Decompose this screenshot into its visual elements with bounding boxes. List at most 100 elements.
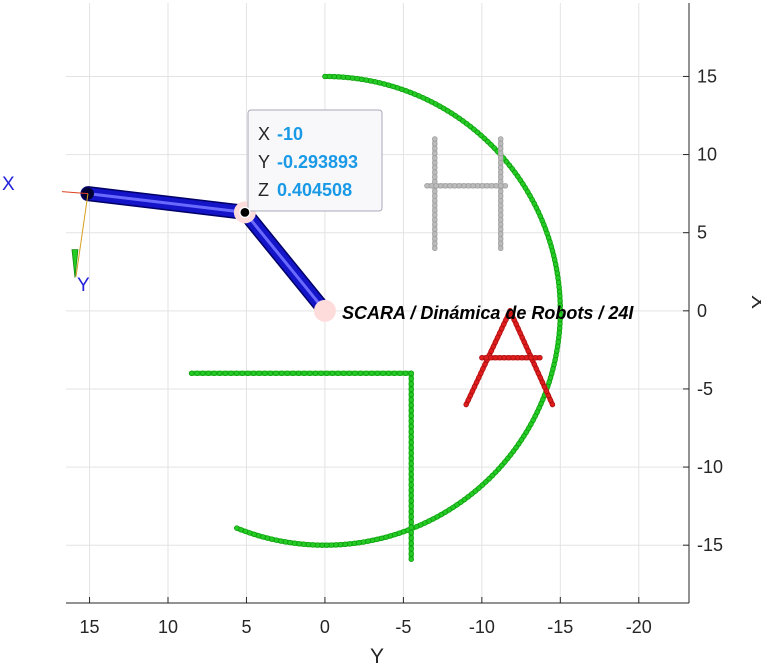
letter-G-point-1-18 bbox=[290, 370, 296, 377]
letter-G-point-0-33 bbox=[464, 121, 470, 127]
letter-H-point-1-13 bbox=[497, 198, 504, 204]
x-tick-label-0: 15 bbox=[80, 617, 100, 637]
letter-G-point-1-21 bbox=[307, 370, 313, 377]
letter-G-point-0-70 bbox=[552, 261, 559, 268]
letter-A-point-2-0 bbox=[479, 354, 485, 361]
letter-G-point-2-22 bbox=[408, 487, 414, 493]
letter-A-point-2-2 bbox=[488, 354, 494, 361]
letter-G-point-2-33 bbox=[408, 545, 414, 552]
letter-A-point-0-19 bbox=[503, 317, 509, 323]
letter-G-point-0-53 bbox=[525, 189, 531, 195]
letter-G-point-0-120 bbox=[489, 472, 496, 479]
letter-H-point-1-22 bbox=[497, 240, 504, 247]
letter-H-point-2-2 bbox=[433, 183, 439, 189]
letter-G-point-0-52 bbox=[522, 185, 529, 191]
letter-G-point-0-3 bbox=[336, 74, 342, 80]
letter-H-point-1-12 bbox=[497, 193, 504, 199]
letter-G-point-0-50 bbox=[517, 177, 524, 183]
letter-G-point-0-40 bbox=[488, 142, 494, 148]
letter-G-point-0-0 bbox=[322, 73, 328, 80]
letter-G-point-0-125 bbox=[472, 488, 479, 494]
letter-G-point-0-76 bbox=[556, 288, 563, 295]
letter-A-point-2-12 bbox=[532, 354, 539, 361]
letter-G-point-0-45 bbox=[503, 159, 510, 165]
letter-H-point-0-21 bbox=[432, 236, 438, 242]
letter-G-point-0-11 bbox=[372, 79, 378, 85]
letter-G-point-1-38 bbox=[402, 370, 409, 377]
x-tick-label-7: -20 bbox=[626, 617, 652, 637]
letter-G-point-0-159 bbox=[328, 542, 335, 548]
letter-A-point-0-7 bbox=[478, 370, 484, 377]
letter-G-point-0-149 bbox=[374, 536, 380, 543]
letter-A-point-1-8 bbox=[523, 343, 529, 350]
letter-G-point-0-88 bbox=[554, 343, 561, 350]
letter-H-point-2-16 bbox=[498, 183, 504, 189]
letter-G-point-0-47 bbox=[509, 166, 515, 172]
letter-G-point-0-86 bbox=[556, 334, 562, 341]
x-tick-label-2: 5 bbox=[241, 617, 251, 637]
letter-G-point-2-29 bbox=[408, 524, 414, 531]
letter-G-point-0-36 bbox=[474, 129, 481, 136]
letter-G-point-0-2 bbox=[331, 73, 337, 80]
data-tip-value-y: -0.293893 bbox=[277, 152, 358, 172]
letter-G-point-1-26 bbox=[335, 370, 341, 377]
letter-A-point-1-17 bbox=[541, 384, 548, 390]
letter-G-point-0-124 bbox=[476, 485, 482, 491]
chart-annotation: SCARA / Dinámica de Robots / 24I bbox=[342, 303, 634, 323]
letter-A-point-1-12 bbox=[531, 361, 538, 368]
letter-G-point-0-123 bbox=[479, 482, 486, 488]
letter-G-point-0-131 bbox=[450, 504, 456, 511]
letter-G-point-0-135 bbox=[434, 514, 440, 520]
letter-G-point-0-74 bbox=[555, 279, 562, 286]
letter-A-point-2-13 bbox=[537, 354, 543, 361]
letter-H-point-1-3 bbox=[497, 150, 504, 156]
letter-G-point-0-110 bbox=[518, 437, 525, 443]
letter-A-point-0-13 bbox=[490, 343, 497, 350]
letter-A-point-1-21 bbox=[549, 401, 556, 408]
letter-G-point-2-12 bbox=[408, 434, 414, 440]
letter-G-point-0-77 bbox=[557, 293, 563, 299]
letter-H-point-0-4 bbox=[432, 155, 438, 161]
data-tip-value-z: 0.404508 bbox=[277, 180, 352, 200]
letter-H-point-0-13 bbox=[432, 198, 438, 204]
letter-H-point-0-23 bbox=[432, 245, 438, 252]
letter-H-point-0-15 bbox=[432, 207, 438, 213]
letter-G-point-0-168 bbox=[287, 539, 293, 546]
frame-y-label: Y bbox=[77, 275, 90, 296]
letter-G-point-2-32 bbox=[408, 540, 414, 547]
letter-G-point-0-1 bbox=[326, 73, 333, 80]
letter-G-point-0-132 bbox=[446, 507, 452, 513]
letter-G-point-0-39 bbox=[485, 138, 491, 145]
letter-G-point-0-129 bbox=[458, 499, 464, 505]
letter-G-point-0-35 bbox=[471, 126, 477, 133]
letter-H-point-2-13 bbox=[484, 183, 490, 189]
letter-G-point-0-175 bbox=[255, 532, 262, 539]
letter-G-point-1-2 bbox=[200, 370, 206, 377]
letter-G-point-1-5 bbox=[217, 370, 223, 377]
letter-A-point-0-9 bbox=[482, 361, 488, 368]
letter-G-point-2-20 bbox=[408, 476, 414, 483]
letter-G-point-1-7 bbox=[228, 370, 234, 377]
letter-G-point-0-173 bbox=[264, 535, 271, 541]
letter-G-point-0-106 bbox=[528, 421, 534, 427]
data-tip[interactable]: X -10 Y -0.293893 Z 0.404508 bbox=[239, 109, 383, 218]
letter-H-point-0-22 bbox=[432, 240, 438, 247]
letter-G-point-0-146 bbox=[387, 533, 394, 539]
letter-G-point-1-1 bbox=[194, 370, 200, 377]
letter-G-point-0-13 bbox=[381, 81, 387, 87]
letter-H-point-2-11 bbox=[475, 183, 481, 189]
letter-H-point-1-8 bbox=[497, 174, 504, 180]
letter-H-point-2-15 bbox=[493, 183, 499, 189]
letter-G-point-0-46 bbox=[506, 162, 513, 169]
scara-robot bbox=[80, 186, 336, 322]
letter-A-point-1-13 bbox=[533, 366, 540, 372]
letter-A-point-2-8 bbox=[514, 354, 521, 361]
letter-H-point-1-1 bbox=[497, 140, 504, 147]
letter-A-point-2-4 bbox=[497, 354, 503, 361]
letter-G-point-0-67 bbox=[549, 248, 556, 254]
letter-G-point-0-51 bbox=[520, 181, 526, 187]
letter-G-point-1-29 bbox=[352, 370, 358, 377]
letter-H-point-0-1 bbox=[432, 140, 438, 147]
letter-H-point-0-6 bbox=[432, 164, 438, 171]
